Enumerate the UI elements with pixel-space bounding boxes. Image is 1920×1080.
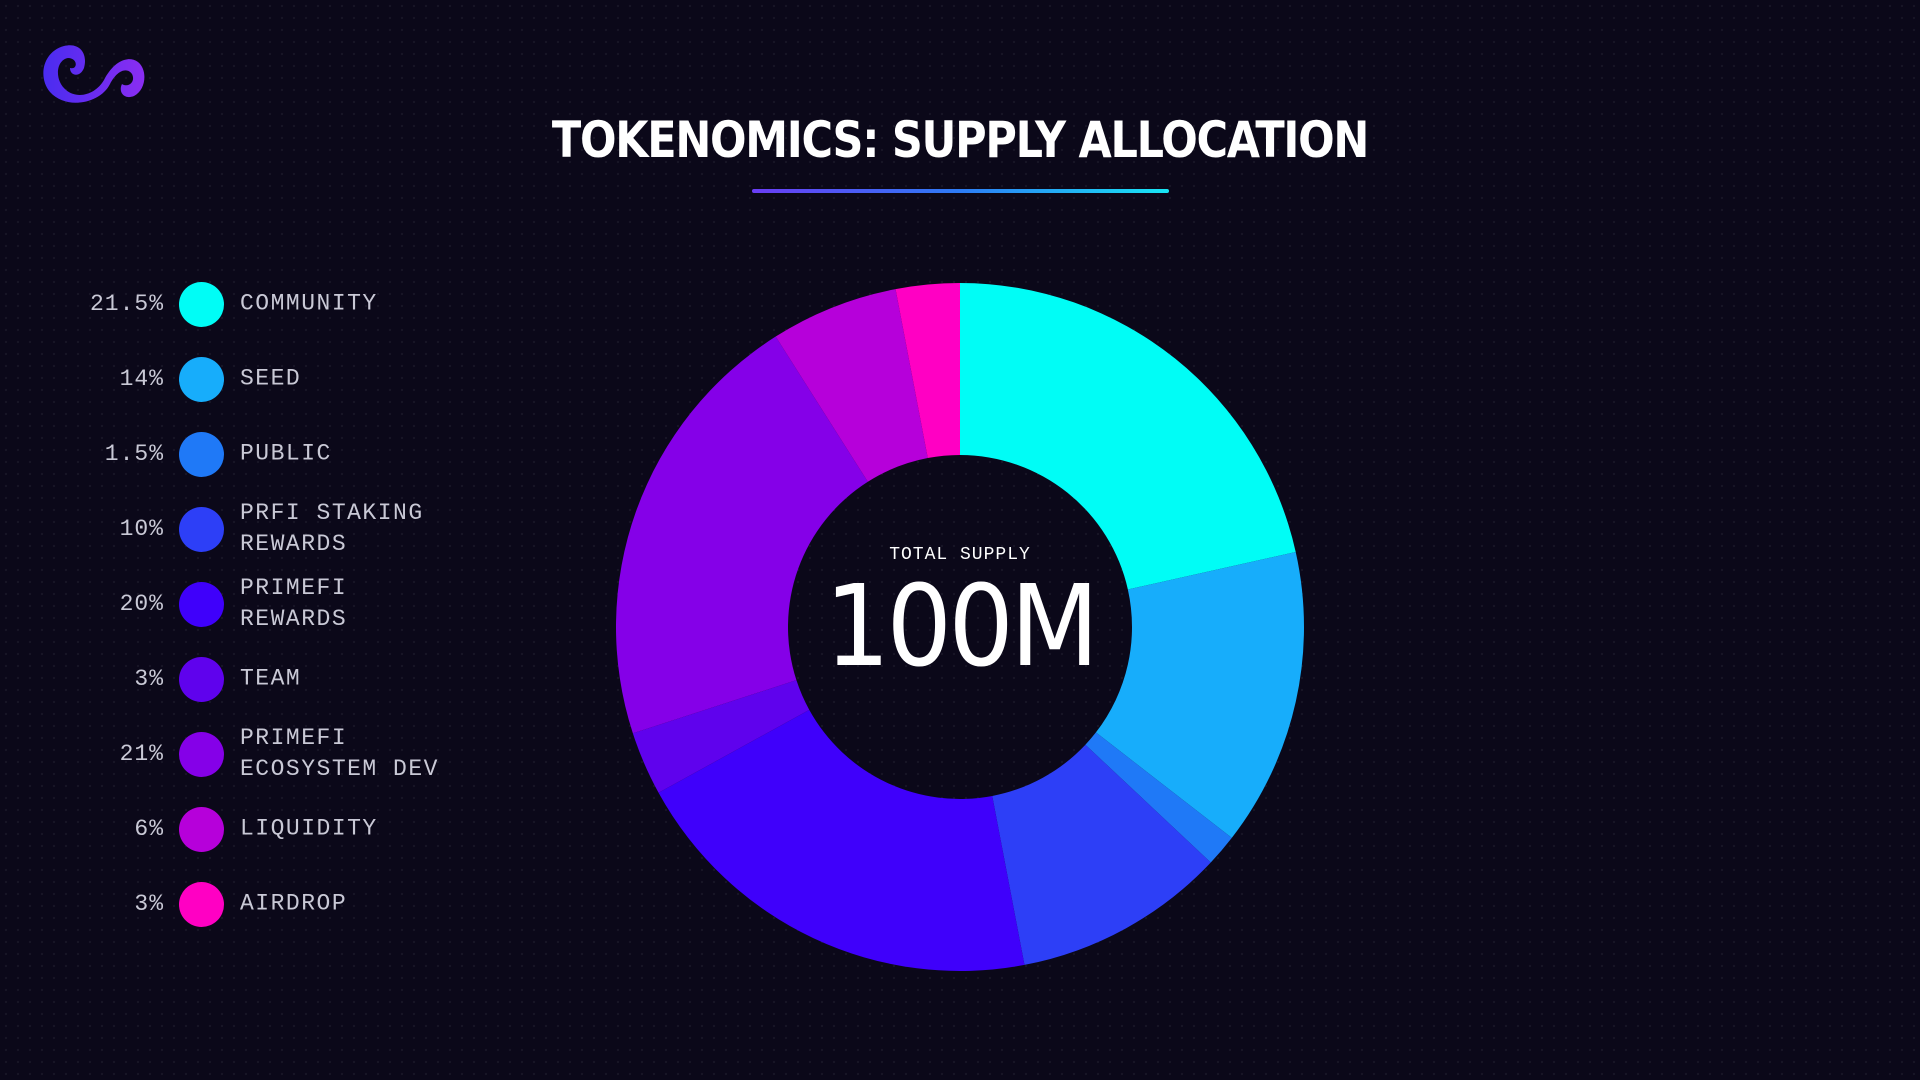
center-value: 100M (824, 562, 1100, 692)
donut-slice-community (960, 283, 1296, 590)
page-title: TOKENOMICS: SUPPLY ALLOCATION (551, 111, 1369, 169)
legend-item: 20% PRIMEFI REWARDS (0, 574, 560, 634)
legend-swatch (179, 806, 224, 852)
legend-label-line: PRIMEFI (240, 725, 348, 751)
legend-item: 21.5% COMMUNITY (0, 274, 560, 334)
legend-percentage: 14% (119, 366, 164, 392)
legend-swatch (179, 731, 224, 777)
donut-slice-public (1085, 732, 1232, 863)
legend-label: LIQUIDITY (240, 814, 560, 845)
legend-percentage: 20% (119, 591, 164, 617)
legend-label-line: AIRDROP (240, 890, 348, 917)
title-underline (752, 189, 1169, 193)
legend-swatch (179, 281, 224, 327)
donut-slice-primefi-ecosystem-dev (616, 336, 868, 734)
legend-percentage: 6% (134, 816, 164, 842)
legend-label-line: REWARDS (240, 531, 348, 557)
donut-slice-primefi-rewards (658, 709, 1025, 971)
legend-item: 10% PRFI STAKING REWARDS (0, 499, 560, 559)
donut-slice-seed (1095, 551, 1304, 838)
legend-item: 1.5% PUBLIC (0, 424, 560, 484)
legend-label-line: REWARDS (240, 606, 348, 632)
legend-label-line: SEED (240, 365, 302, 392)
donut-slice-team (632, 680, 810, 793)
legend-label-line: TEAM (240, 665, 302, 692)
legend-swatch (179, 881, 224, 927)
legend-label-line: PRFI STAKING (240, 500, 424, 526)
legend-label-line: LIQUIDITY (240, 815, 378, 842)
legend-label-line: ECOSYSTEM DEV (240, 756, 439, 782)
center-caption: TOTAL SUPPLY (889, 545, 1031, 565)
legend-item: 14% SEED (0, 349, 560, 409)
legend-label: PRIMEFI REWARDS (240, 573, 560, 635)
legend-label: AIRDROP (240, 889, 560, 920)
legend-percentage: 1.5% (104, 441, 164, 467)
donut-slice-liquidity (775, 289, 928, 482)
legend-swatch (179, 656, 224, 702)
legend-percentage: 3% (134, 891, 164, 917)
legend-item: 3% TEAM (0, 649, 560, 709)
donut-slice-prfi-staking-rewards (992, 744, 1211, 965)
legend-item: 21% PRIMEFI ECOSYSTEM DEV (0, 724, 560, 784)
brand-logo-icon (43, 45, 145, 103)
legend-label-line: COMMUNITY (240, 290, 378, 317)
legend-label: PRIMEFI ECOSYSTEM DEV (240, 723, 560, 785)
legend-percentage: 3% (134, 666, 164, 692)
legend-percentage: 21% (119, 741, 164, 767)
legend-label-line: PUBLIC (240, 440, 332, 467)
legend-swatch (179, 506, 224, 552)
legend-percentage: 10% (119, 516, 164, 542)
legend-label: COMMUNITY (240, 289, 560, 320)
legend-swatch (179, 581, 224, 627)
legend-label: PRFI STAKING REWARDS (240, 498, 560, 560)
legend-percentage: 21.5% (89, 291, 164, 317)
legend-label-line: PRIMEFI (240, 575, 348, 601)
legend-item: 3% AIRDROP (0, 874, 560, 934)
donut-slice-airdrop (895, 283, 960, 459)
legend-label: PUBLIC (240, 439, 560, 470)
legend-item: 6% LIQUIDITY (0, 799, 560, 859)
legend-label: SEED (240, 364, 560, 395)
legend-swatch (179, 356, 224, 402)
legend-label: TEAM (240, 664, 560, 695)
legend-swatch (179, 431, 224, 477)
